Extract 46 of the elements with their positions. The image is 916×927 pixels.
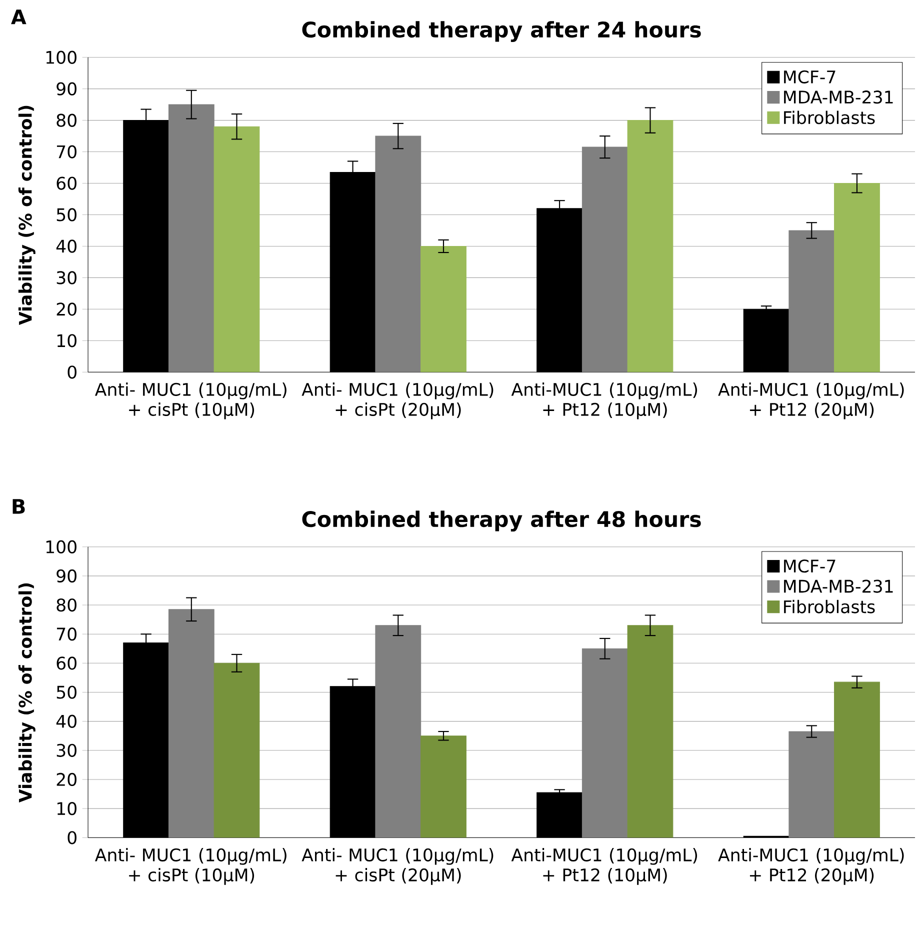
y-tick-label: 10 [57,334,76,348]
x-tick-label: Anti- MUC1 (10µg/mL) + cisPt (20µM) [302,382,494,420]
y-tick-label: 70 [56,628,76,641]
y-tick-label: 20 [56,772,76,786]
x-tick-label: Anti- MUC1 (10µg/mL) + cisPt (10µM) [94,382,286,420]
y-tick-label: 60 [56,656,76,670]
x-tick-label: Anti-MUC1 (10µg/mL) + Pt12 (20µM) [718,382,904,420]
legend-label: MDA-MB-231 [784,90,893,104]
y-tick-label: 40 [56,714,76,728]
y-tick-label: 70 [56,145,76,158]
y-tick-label: 20 [56,302,76,316]
legend-label: MDA-MB-231 [784,580,893,593]
y-tick-label: 90 [56,569,76,582]
y-axis-title: Viability (% of control) [18,583,36,802]
y-tick-label: 80 [56,114,76,127]
x-tick-label: Anti- MUC1 (10µg/mL) + cisPt (20µM) [302,848,494,885]
y-tick-label: 40 [56,240,76,253]
y-tick-label: 0 [68,366,76,379]
y-tick-label: 10 [57,802,76,816]
bar [214,126,260,372]
legend-label: Fibroblasts [784,110,875,124]
y-tick-label: 30 [56,271,76,284]
y-tick-label: 50 [56,208,76,222]
y-axis-title: Viability (% of control) [18,106,36,325]
legend-label: MCF-7 [784,559,836,573]
y-tick-label: 0 [68,831,76,844]
text: A [10,10,26,24]
x-tick-label: Anti-MUC1 (10µg/mL) + Pt12 (20µM) [718,848,904,885]
x-tick-label: Anti- MUC1 (10µg/mL) + cisPt (10µM) [94,848,286,885]
chart-title: Combined therapy after 48 hours [302,510,701,532]
legend-label: Fibroblasts [784,600,875,614]
y-tick-label: 50 [56,686,76,699]
x-tick-label: Anti-MUC1 (10µg/mL) + Pt12 (10µM) [511,382,697,420]
x-tick-label: Anti-MUC1 (10µg/mL) + Pt12 (10µM) [511,848,697,885]
legend-label: MCF-7 [784,70,836,84]
y-tick-label: 90 [56,82,76,96]
y-tick-label: 100 [46,50,76,64]
bar [834,182,880,372]
y-tick-label: 60 [56,176,76,190]
bar [627,120,674,372]
chart-title: Combined therapy after 24 hours [302,21,701,42]
y-tick-label: 30 [56,744,76,757]
y-tick-label: 100 [46,540,76,554]
text: B [12,499,25,514]
y-tick-label: 80 [56,598,76,612]
bar [420,246,466,372]
